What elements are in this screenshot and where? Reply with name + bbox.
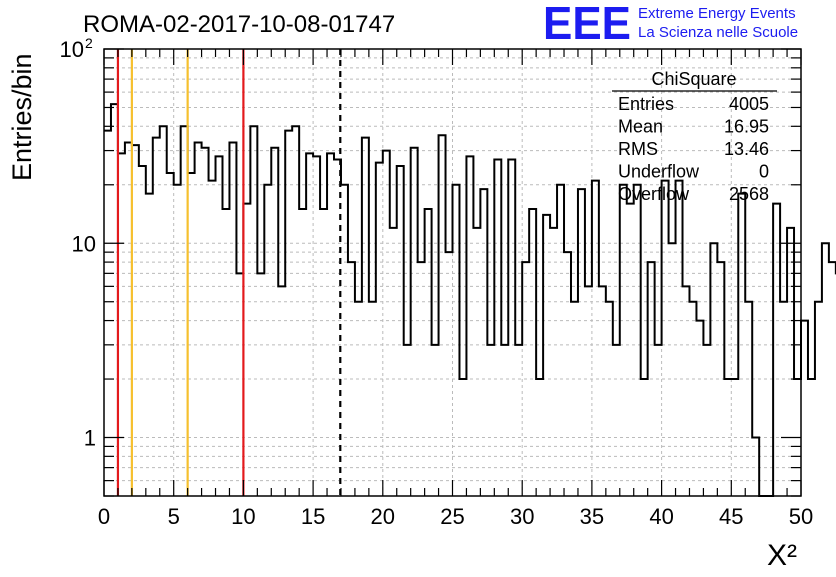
eee-logo: EEE Extreme Energy Events La Scienza nel…	[543, 0, 798, 49]
stats-value: 2568	[729, 184, 769, 204]
stats-label: Entries	[618, 94, 674, 114]
grid-lines	[104, 49, 801, 496]
y-tick-label: 10	[60, 37, 84, 62]
y-tick-label: 1	[84, 426, 96, 451]
stats-title: ChiSquare	[651, 69, 736, 89]
x-tick-label: 25	[440, 504, 464, 529]
x-axis-label: X²	[767, 539, 797, 572]
stats-label: RMS	[618, 139, 658, 159]
x-tick-label: 40	[649, 504, 673, 529]
histogram-outline	[104, 103, 836, 497]
x-tick-label: 0	[98, 504, 110, 529]
stats-box: ChiSquare Entries 4005 Mean 16.95 RMS 13.46 Un…	[612, 69, 777, 204]
stats-label: Underflow	[618, 162, 700, 182]
stats-value: 0	[759, 162, 769, 182]
y-tick-exponent: 2	[85, 35, 93, 51]
chart-title: ROMA-02-2017-10-08-01747	[83, 11, 395, 38]
logo-mark: EEE	[543, 0, 631, 49]
histogram-series	[104, 103, 836, 497]
x-tick-label: 20	[371, 504, 395, 529]
x-tick-label: 50	[789, 504, 813, 529]
stats-label: Overflow	[618, 184, 690, 204]
x-tick-label: 15	[301, 504, 325, 529]
stats-rows: Entries 4005 Mean 16.95 RMS 13.46 Underflow 0 Ov…	[618, 94, 769, 204]
stats-value: 16.95	[724, 117, 769, 137]
y-axis-label: Entries/bin	[7, 53, 37, 181]
axis-ticks	[103, 48, 802, 497]
logo-line1: Extreme Energy Events	[638, 5, 796, 22]
x-tick-label: 10	[231, 504, 255, 529]
stats-value: 13.46	[724, 139, 769, 159]
stats-value: 4005	[729, 94, 769, 114]
logo-line2: La Scienza nelle Scuole	[638, 24, 798, 41]
y-tick-label: 10	[72, 231, 96, 256]
reference-lines	[116, 49, 342, 496]
x-tick-label: 45	[719, 504, 743, 529]
x-tick-label: 5	[168, 504, 180, 529]
x-tick-label: 35	[580, 504, 604, 529]
x-tick-label: 30	[510, 504, 534, 529]
stats-label: Mean	[618, 117, 663, 137]
